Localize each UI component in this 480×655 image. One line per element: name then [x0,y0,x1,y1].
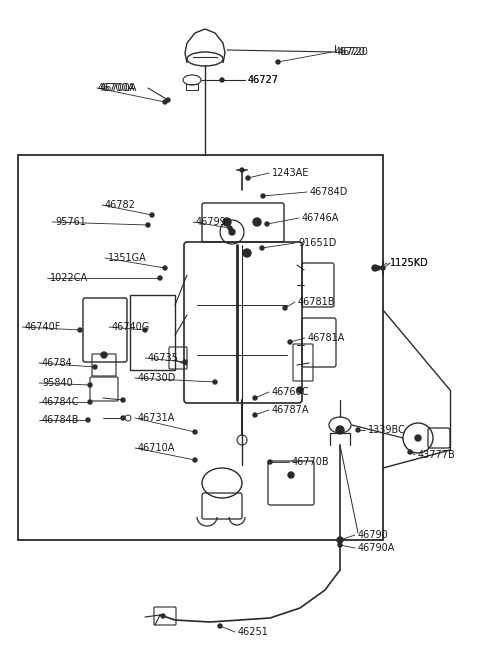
Circle shape [253,396,257,400]
Circle shape [240,168,244,172]
Circle shape [121,416,125,420]
Text: 46770B: 46770B [292,457,330,467]
Circle shape [337,537,343,543]
Circle shape [193,430,197,434]
Circle shape [243,249,251,257]
Text: 46720: 46720 [338,47,369,57]
Circle shape [220,78,224,82]
Text: 95840: 95840 [42,378,73,388]
Text: 46784: 46784 [42,358,73,368]
Circle shape [356,428,360,432]
Circle shape [276,60,280,64]
Text: 46710A: 46710A [138,443,175,453]
Circle shape [213,380,217,384]
Text: 46784B: 46784B [42,415,80,425]
Text: 1125KD: 1125KD [390,258,429,268]
Text: 46730D: 46730D [138,373,176,383]
Circle shape [338,538,342,542]
Circle shape [86,418,90,422]
Text: 46760C: 46760C [272,387,310,397]
Circle shape [408,450,412,454]
Circle shape [297,387,303,393]
Circle shape [338,543,342,547]
Text: 46781A: 46781A [308,333,346,343]
Circle shape [288,340,292,344]
Circle shape [376,266,380,270]
Circle shape [183,360,187,364]
Circle shape [260,246,264,250]
Text: 1351GA: 1351GA [108,253,147,263]
Text: 1339BC: 1339BC [368,425,406,435]
Circle shape [381,266,385,270]
Text: 46720: 46720 [335,47,366,57]
Circle shape [415,435,421,441]
Circle shape [228,226,232,230]
Text: 46782: 46782 [105,200,136,210]
Circle shape [372,265,378,271]
Text: 46746A: 46746A [302,213,339,223]
Text: 46790A: 46790A [358,543,396,553]
Text: 46784C: 46784C [42,397,80,407]
Circle shape [253,218,261,226]
Bar [18,155,383,540]
Circle shape [229,229,235,235]
Circle shape [261,194,265,198]
Text: 46740F: 46740F [25,322,61,332]
Text: 95761: 95761 [55,217,86,227]
Text: 46727: 46727 [248,75,279,85]
Circle shape [101,352,107,358]
Text: 46790: 46790 [358,530,389,540]
Text: 91651D: 91651D [298,238,336,248]
Circle shape [218,624,222,628]
Circle shape [268,460,272,464]
Circle shape [146,223,150,227]
Circle shape [163,266,167,270]
Circle shape [265,222,269,226]
Text: 1125KD: 1125KD [390,258,429,268]
Text: 46784D: 46784D [310,187,348,197]
Circle shape [166,98,170,102]
Circle shape [336,426,344,434]
Text: 46781B: 46781B [298,297,336,307]
Text: 46700A: 46700A [100,83,137,93]
Circle shape [121,398,125,402]
Circle shape [253,413,257,417]
Text: 1243AE: 1243AE [272,168,310,178]
Text: 43777B: 43777B [418,450,456,460]
Circle shape [143,328,147,332]
Text: 46700A: 46700A [98,83,135,93]
Circle shape [93,365,97,369]
Text: 46731A: 46731A [138,413,175,423]
Circle shape [88,400,92,404]
Text: 46787A: 46787A [272,405,310,415]
Text: 46251: 46251 [238,627,269,637]
Circle shape [158,276,162,280]
Circle shape [246,176,250,180]
Text: 46740G: 46740G [112,322,150,332]
Text: 1022CA: 1022CA [50,273,88,283]
Circle shape [288,472,294,478]
Circle shape [193,458,197,462]
Text: 46727: 46727 [248,75,279,85]
Bar [186,84,198,90]
Circle shape [283,306,287,310]
Circle shape [150,213,154,217]
Text: 46799: 46799 [196,217,227,227]
Text: 46735: 46735 [148,353,179,363]
Circle shape [163,100,167,104]
Circle shape [161,614,165,618]
Circle shape [223,218,231,226]
Circle shape [88,383,92,387]
Circle shape [78,328,82,332]
